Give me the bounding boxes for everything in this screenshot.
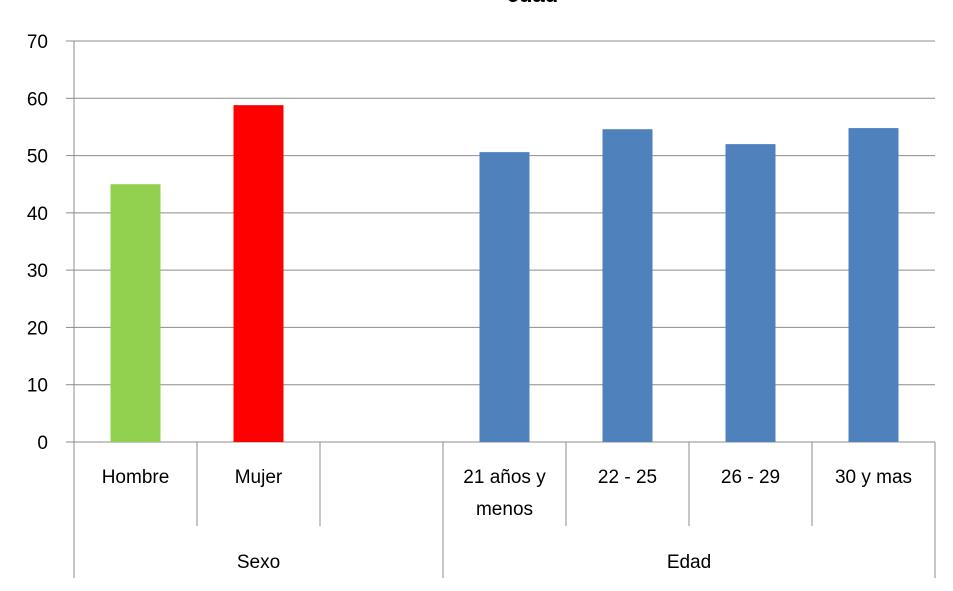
y-tick-label: 20 xyxy=(27,318,48,339)
bar xyxy=(233,105,284,442)
category-label: Hombre xyxy=(102,467,170,488)
y-tick-label: 0 xyxy=(37,433,48,454)
y-tick-label: 60 xyxy=(27,89,48,110)
y-tick-label: 30 xyxy=(27,261,48,282)
category-label: 22 - 25 xyxy=(598,467,657,488)
category-label: Mujer xyxy=(235,467,283,488)
chart-title: edad xyxy=(507,0,558,7)
y-tick-label: 70 xyxy=(27,32,48,53)
y-tick-label: 10 xyxy=(27,376,48,397)
bar xyxy=(602,129,653,442)
category-label: 21 años y xyxy=(463,467,546,488)
y-tick-label: 40 xyxy=(27,204,48,225)
group-label: Edad xyxy=(667,552,711,573)
category-label: menos xyxy=(476,499,533,520)
y-tick-label: 50 xyxy=(27,147,48,168)
bar xyxy=(848,128,899,442)
bar xyxy=(479,152,530,443)
category-label: 30 y mas xyxy=(835,467,912,488)
bar xyxy=(725,144,776,442)
group-label: Sexo xyxy=(237,552,280,573)
bar xyxy=(110,184,161,442)
category-label: 26 - 29 xyxy=(721,467,780,488)
